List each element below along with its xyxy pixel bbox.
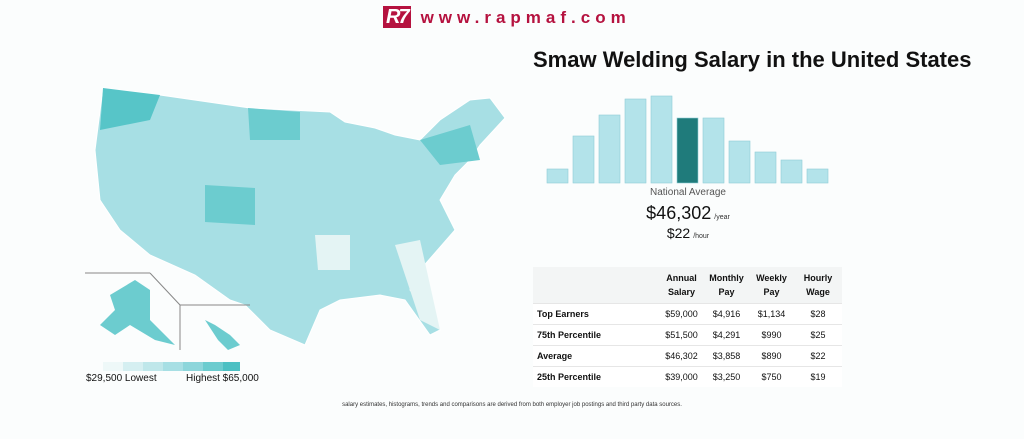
hourly-value: $22 xyxy=(666,225,691,241)
hist-bar xyxy=(728,140,751,184)
header-cell: Monthly Pay xyxy=(704,267,749,304)
light-region xyxy=(315,235,350,270)
footnote: salary estimates, histograms, trends and… xyxy=(342,402,682,408)
hourly-unit: /hour xyxy=(693,233,710,240)
hist-bar xyxy=(572,135,595,184)
site-name: www.rapmaf.com xyxy=(420,8,631,27)
header-row: Annual Salary Monthly Pay Weekly Pay Hourly… xyxy=(533,267,842,304)
header-cell: Annual Salary xyxy=(659,267,704,304)
table-cell: $4,916 xyxy=(704,303,749,325)
hist-bar xyxy=(702,117,725,184)
light-region xyxy=(395,240,440,330)
hist-bar xyxy=(780,159,803,184)
table-cell: $990 xyxy=(749,324,794,346)
dark-region xyxy=(100,88,160,130)
table-cell: $3,250 xyxy=(704,366,749,387)
table-cell: $25 xyxy=(794,324,842,346)
logo[interactable]: R7 www.rapmaf.com xyxy=(383,6,631,29)
hist-bar xyxy=(676,117,699,184)
header-cell: Hourly Wage xyxy=(794,267,842,304)
hist-bar xyxy=(546,168,569,184)
table-cell: $3,858 xyxy=(704,345,749,367)
table-cell: Top Earners xyxy=(533,303,659,325)
table-cell: 25th Percentile xyxy=(533,366,659,387)
hawaii xyxy=(205,320,240,350)
us-map xyxy=(85,87,506,371)
table-cell: $46,302 xyxy=(659,345,704,367)
hist-bar xyxy=(598,114,621,184)
hist-caption: National Average xyxy=(650,187,726,198)
table-cell: $39,000 xyxy=(659,366,704,387)
alaska xyxy=(100,280,175,345)
hist-bar xyxy=(806,168,829,184)
legend-low: $29,500 Lowest xyxy=(86,373,157,384)
table-cell: $4,291 xyxy=(704,324,749,346)
salary-table: Annual Salary Monthly Pay Weekly Pay Hourly… xyxy=(533,267,842,387)
table-row: 75th Percentile $51,500 $4,291 $990 $25 xyxy=(533,324,842,346)
table-cell: $22 xyxy=(794,345,842,367)
annual-unit: /year xyxy=(714,214,730,221)
title: Smaw Welding Salary in the United States xyxy=(533,47,972,72)
table-cell: $51,500 xyxy=(659,324,704,346)
table-cell: 75th Percentile xyxy=(533,324,659,346)
hist-bar xyxy=(650,95,673,184)
table-cell: $19 xyxy=(794,366,842,387)
dark-region xyxy=(248,108,300,140)
table-cell: Average xyxy=(533,345,659,367)
histogram xyxy=(546,95,829,184)
dark-region xyxy=(420,125,480,165)
legend-swatches xyxy=(103,362,240,371)
table-row: 25th Percentile $39,000 $3,250 $750 $19 xyxy=(533,366,842,387)
table-cell: $28 xyxy=(794,303,842,325)
table-row: Top Earners $59,000 $4,916 $1,134 $28 xyxy=(533,303,842,325)
header-cell xyxy=(533,267,659,304)
table-cell: $1,134 xyxy=(749,303,794,325)
inset-line xyxy=(149,272,181,306)
table-row: Average $46,302 $3,858 $890 $22 xyxy=(533,345,842,367)
annual-value: $46,302 xyxy=(646,203,712,223)
annual-average: $46,302/year xyxy=(547,203,829,224)
hist-bar xyxy=(624,98,647,184)
hourly-average: $22/hour xyxy=(547,225,829,241)
header-cell: Weekly Pay xyxy=(749,267,794,304)
table-cell: $750 xyxy=(749,366,794,387)
legend-high: Highest $65,000 xyxy=(186,373,259,384)
table-cell: $890 xyxy=(749,345,794,367)
hist-bar xyxy=(754,151,777,184)
logo-mark: R7 xyxy=(383,6,411,28)
table-cell: $59,000 xyxy=(659,303,704,325)
dark-region xyxy=(205,185,255,225)
